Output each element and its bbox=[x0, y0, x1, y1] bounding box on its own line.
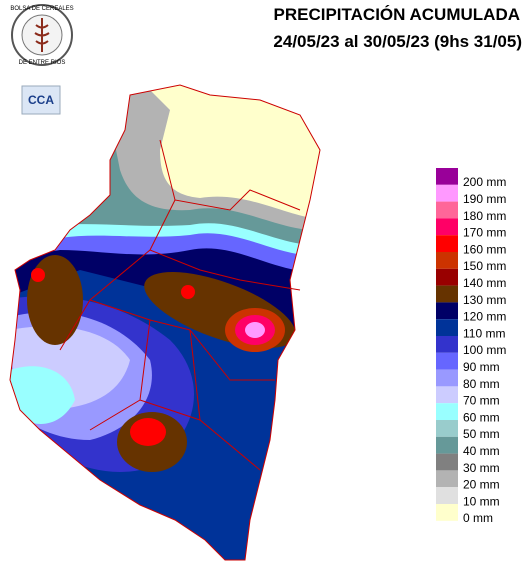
legend-label: 120 mm bbox=[463, 310, 506, 324]
legend-label: 40 mm bbox=[463, 444, 500, 458]
legend: 200 mm 190 mm 180 mm 170 mm 160 mm 150 mm 140 … bbox=[436, 168, 506, 525]
legend-label: 70 mm bbox=[463, 394, 500, 408]
legend-swatch bbox=[436, 487, 458, 504]
legend-swatch bbox=[436, 403, 458, 420]
legend-swatch bbox=[436, 302, 458, 320]
legend-label: 10 mm bbox=[463, 494, 500, 508]
legend-label: 0 mm bbox=[463, 511, 493, 525]
legend-swatch bbox=[436, 184, 458, 202]
legend-label: 140 mm bbox=[463, 276, 506, 290]
legend-label: 130 mm bbox=[463, 293, 506, 307]
legend-label: 200 mm bbox=[463, 175, 506, 189]
legend-swatch bbox=[436, 453, 458, 471]
legend-label: 90 mm bbox=[463, 360, 500, 374]
legend-label: 30 mm bbox=[463, 461, 500, 475]
legend-swatch bbox=[436, 352, 458, 370]
subtitle: 24/05/23 al 30/05/23 (9hs 31/05) bbox=[273, 32, 522, 51]
legend-swatch bbox=[436, 336, 458, 353]
legend-swatch bbox=[436, 470, 458, 488]
legend-swatch bbox=[436, 168, 458, 185]
title: PRECIPITACIÓN ACUMULADA bbox=[274, 5, 521, 24]
legend-swatch bbox=[436, 252, 458, 269]
legend-swatch bbox=[436, 201, 458, 219]
logo-badge: CCA bbox=[21, 85, 61, 115]
legend-label: 160 mm bbox=[463, 242, 506, 256]
legend-label: 170 mm bbox=[463, 226, 506, 240]
legend-label: 190 mm bbox=[463, 192, 506, 206]
legend-swatch bbox=[436, 420, 458, 437]
legend-swatch bbox=[436, 504, 458, 521]
legend-swatch bbox=[436, 285, 458, 303]
department-borders bbox=[9, 84, 321, 561]
legend-label: 80 mm bbox=[463, 377, 500, 391]
legend-swatch bbox=[436, 235, 458, 252]
legend-swatch bbox=[436, 218, 458, 236]
legend-label: 60 mm bbox=[463, 410, 500, 424]
legend-swatch bbox=[436, 436, 458, 454]
logo-circle: BOLSA DE CEREALES DE ENTRE RIOS bbox=[10, 4, 74, 66]
legend-label: 100 mm bbox=[463, 343, 506, 357]
legend-swatch bbox=[436, 268, 458, 286]
legend-label: 150 mm bbox=[463, 259, 506, 273]
legend-label: 110 mm bbox=[463, 326, 505, 340]
badge-text: CCA bbox=[28, 93, 54, 107]
legend-label: 180 mm bbox=[463, 209, 506, 223]
legend-label: 50 mm bbox=[463, 427, 500, 441]
logo-text: BOLSA DE CEREALES bbox=[10, 6, 73, 12]
legend-swatch bbox=[436, 319, 458, 336]
logo-text: DE ENTRE RIOS bbox=[19, 60, 66, 66]
legend-label: 20 mm bbox=[463, 478, 500, 492]
legend-swatch bbox=[436, 386, 458, 404]
map bbox=[10, 85, 320, 560]
legend-swatch bbox=[436, 369, 458, 387]
